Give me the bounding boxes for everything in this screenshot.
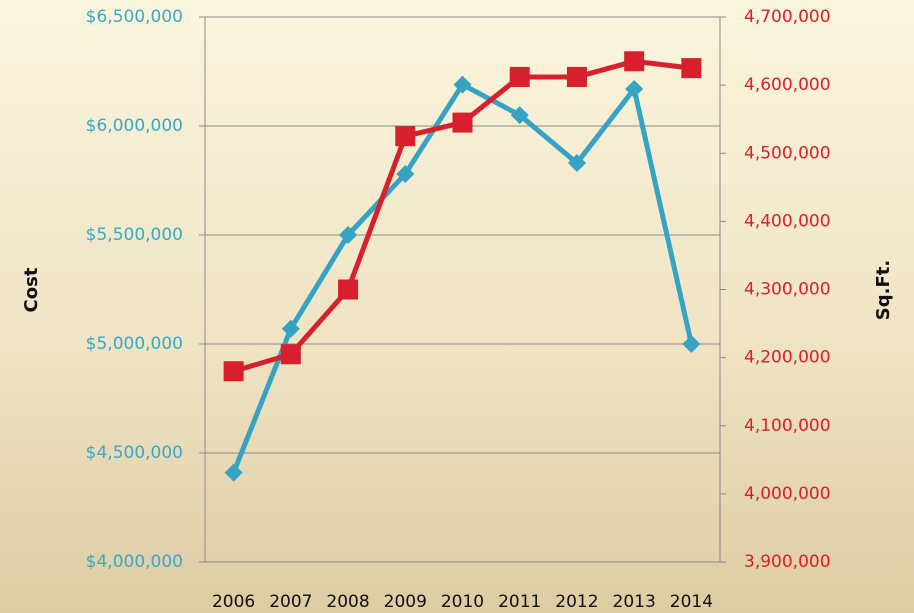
marker (509, 66, 530, 87)
marker (224, 463, 243, 482)
y2-tick-label: 4,600,000 (744, 75, 831, 95)
y-tick-label: $4,500,000 (86, 443, 183, 463)
y2-tick-label: 4,700,000 (744, 7, 831, 27)
marker (453, 75, 472, 94)
marker (566, 66, 587, 87)
y-tick-label: $5,500,000 (86, 225, 183, 245)
marker (681, 58, 702, 79)
marker (339, 226, 358, 244)
marker (396, 164, 415, 183)
y2-axis-label: Sq.Ft. (873, 260, 894, 320)
marker (223, 361, 244, 382)
y2-tick-label: 4,000,000 (744, 484, 831, 504)
x-tick-label: 2011 (498, 592, 541, 612)
x-tick-label: 2009 (384, 592, 427, 612)
x-tick-label: 2010 (441, 592, 484, 612)
y2-tick-label: 4,200,000 (744, 348, 831, 368)
marker (567, 154, 586, 173)
y2-tick-label: 4,300,000 (744, 280, 831, 300)
y-tick-label: $5,000,000 (86, 334, 183, 354)
marker (338, 279, 359, 300)
x-tick-label: 2008 (326, 592, 369, 612)
x-tick-label: 2012 (555, 592, 598, 612)
marker (452, 112, 473, 133)
marker (395, 126, 416, 147)
x-tick-label: 2007 (269, 592, 312, 612)
marker (280, 344, 301, 365)
x-tick-label: 2014 (670, 592, 713, 612)
y-tick-label: $4,000,000 (86, 552, 183, 572)
y-tick-label: $6,000,000 (86, 116, 183, 136)
y2-tick-label: 3,900,000 (744, 552, 831, 572)
marker (281, 319, 300, 338)
marker (625, 79, 644, 98)
marker (624, 51, 645, 72)
y2-tick-label: 4,400,000 (744, 211, 831, 231)
y2-tick-label: 4,100,000 (744, 416, 831, 436)
marker (510, 106, 529, 125)
marker (682, 335, 701, 353)
y2-tick-label: 4,500,000 (744, 143, 831, 163)
x-tick-label: 2006 (212, 592, 255, 612)
x-tick-label: 2013 (613, 592, 656, 612)
y-tick-label: $6,500,000 (86, 7, 183, 27)
y-axis-label: Cost (21, 267, 42, 312)
